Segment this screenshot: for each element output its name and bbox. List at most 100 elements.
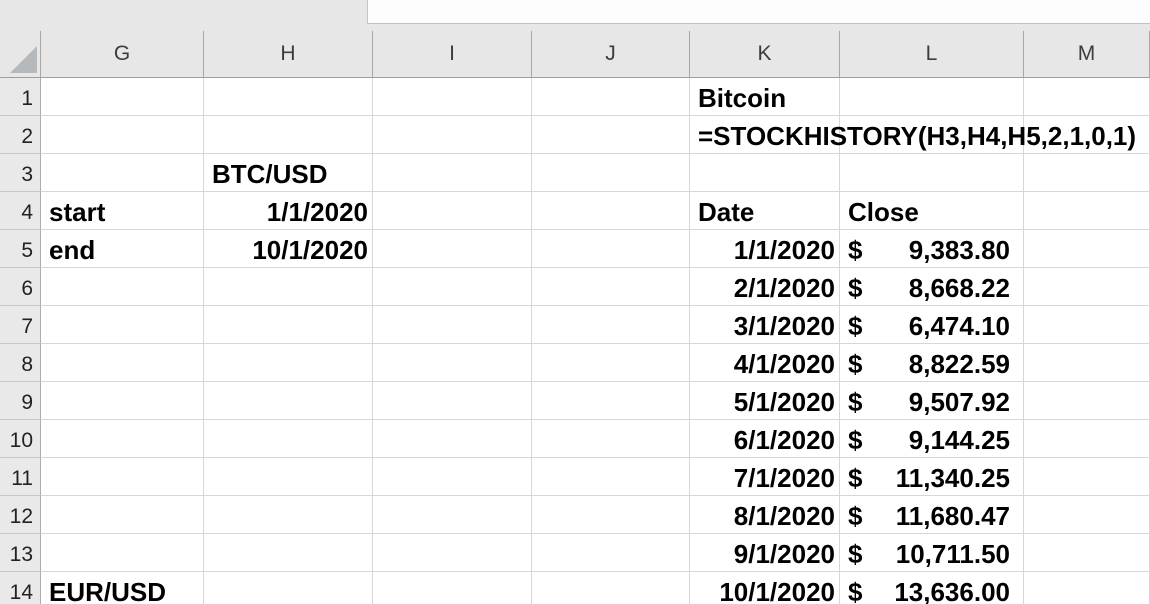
cell-H3[interactable]: BTC/USD (204, 154, 373, 192)
cell-M7[interactable] (1024, 306, 1150, 344)
cell-J1[interactable] (532, 78, 690, 116)
column-header-H[interactable]: H (204, 31, 373, 77)
cell-I9[interactable] (373, 382, 532, 420)
cell-M9[interactable] (1024, 382, 1150, 420)
cell-J3[interactable] (532, 154, 690, 192)
row-header-1[interactable]: 1 (0, 78, 41, 116)
column-header-M[interactable]: M (1024, 31, 1150, 77)
cell-L5[interactable]: $9,383.80 (840, 230, 1024, 268)
row-header-12[interactable]: 12 (0, 496, 41, 534)
cell-G10[interactable] (41, 420, 204, 458)
cell-K8[interactable]: 4/1/2020 (690, 344, 840, 382)
cell-G9[interactable] (41, 382, 204, 420)
row-header-2[interactable]: 2 (0, 116, 41, 154)
cell-I12[interactable] (373, 496, 532, 534)
cell-G5[interactable]: end (41, 230, 204, 268)
cell-H12[interactable] (204, 496, 373, 534)
cell-H9[interactable] (204, 382, 373, 420)
cell-L11[interactable]: $11,340.25 (840, 458, 1024, 496)
cell-M14[interactable] (1024, 572, 1150, 604)
column-header-K[interactable]: K (690, 31, 840, 77)
cell-I10[interactable] (373, 420, 532, 458)
cell-G4[interactable]: start (41, 192, 204, 230)
cell-M11[interactable] (1024, 458, 1150, 496)
cell-H6[interactable] (204, 268, 373, 306)
row-header-6[interactable]: 6 (0, 268, 41, 306)
cell-J9[interactable] (532, 382, 690, 420)
row-header-7[interactable]: 7 (0, 306, 41, 344)
cell-I5[interactable] (373, 230, 532, 268)
cell-K3[interactable] (690, 154, 840, 192)
formula-bar[interactable] (367, 0, 1150, 24)
cell-G8[interactable] (41, 344, 204, 382)
cell-I7[interactable] (373, 306, 532, 344)
cell-H13[interactable] (204, 534, 373, 572)
cell-H11[interactable] (204, 458, 373, 496)
cell-K11[interactable]: 7/1/2020 (690, 458, 840, 496)
column-header-L[interactable]: L (840, 31, 1024, 77)
cell-M5[interactable] (1024, 230, 1150, 268)
cell-I2[interactable] (373, 116, 532, 154)
cell-L1[interactable] (840, 78, 1024, 116)
cell-I14[interactable] (373, 572, 532, 604)
cell-H14[interactable] (204, 572, 373, 604)
cell-G14[interactable]: EUR/USD (41, 572, 204, 604)
row-header-4[interactable]: 4 (0, 192, 41, 230)
row-header-8[interactable]: 8 (0, 344, 41, 382)
cell-L13[interactable]: $10,711.50 (840, 534, 1024, 572)
cell-M3[interactable] (1024, 154, 1150, 192)
row-header-10[interactable]: 10 (0, 420, 41, 458)
cell-J5[interactable] (532, 230, 690, 268)
cell-G3[interactable] (41, 154, 204, 192)
cell-I13[interactable] (373, 534, 532, 572)
cell-L10[interactable]: $9,144.25 (840, 420, 1024, 458)
cell-M10[interactable] (1024, 420, 1150, 458)
cell-J4[interactable] (532, 192, 690, 230)
cell-K9[interactable]: 5/1/2020 (690, 382, 840, 420)
cell-M13[interactable] (1024, 534, 1150, 572)
cell-K2[interactable]: =STOCKHISTORY(H3,H4,H5,2,1,0,1) (690, 116, 1136, 154)
cell-I4[interactable] (373, 192, 532, 230)
cell-H7[interactable] (204, 306, 373, 344)
column-header-J[interactable]: J (532, 31, 690, 77)
cell-G7[interactable] (41, 306, 204, 344)
row-header-13[interactable]: 13 (0, 534, 41, 572)
cell-M4[interactable] (1024, 192, 1150, 230)
cell-G2[interactable] (41, 116, 204, 154)
cell-L3[interactable] (840, 154, 1024, 192)
cell-K6[interactable]: 2/1/2020 (690, 268, 840, 306)
cell-G11[interactable] (41, 458, 204, 496)
cell-L4[interactable]: Close (840, 192, 1024, 230)
cell-M8[interactable] (1024, 344, 1150, 382)
cell-K14[interactable]: 10/1/2020 (690, 572, 840, 604)
cell-J11[interactable] (532, 458, 690, 496)
cell-K4[interactable]: Date (690, 192, 840, 230)
cell-L12[interactable]: $11,680.47 (840, 496, 1024, 534)
row-header-9[interactable]: 9 (0, 382, 41, 420)
row-header-5[interactable]: 5 (0, 230, 41, 268)
cell-K5[interactable]: 1/1/2020 (690, 230, 840, 268)
cell-J14[interactable] (532, 572, 690, 604)
row-header-11[interactable]: 11 (0, 458, 41, 496)
cell-G13[interactable] (41, 534, 204, 572)
cell-M12[interactable] (1024, 496, 1150, 534)
cell-I8[interactable] (373, 344, 532, 382)
cell-G12[interactable] (41, 496, 204, 534)
cell-I3[interactable] (373, 154, 532, 192)
cell-H2[interactable] (204, 116, 373, 154)
cell-H10[interactable] (204, 420, 373, 458)
cell-L8[interactable]: $8,822.59 (840, 344, 1024, 382)
cell-K12[interactable]: 8/1/2020 (690, 496, 840, 534)
cell-I11[interactable] (373, 458, 532, 496)
row-header-3[interactable]: 3 (0, 154, 41, 192)
cell-J8[interactable] (532, 344, 690, 382)
column-header-I[interactable]: I (373, 31, 532, 77)
cell-K1[interactable]: Bitcoin (690, 78, 840, 116)
cell-L2[interactable] (840, 116, 1024, 154)
cell-G1[interactable] (41, 78, 204, 116)
cell-L14[interactable]: $13,636.00 (840, 572, 1024, 604)
cell-J2[interactable] (532, 116, 690, 154)
cell-K13[interactable]: 9/1/2020 (690, 534, 840, 572)
column-header-G[interactable]: G (41, 31, 204, 77)
cell-K7[interactable]: 3/1/2020 (690, 306, 840, 344)
